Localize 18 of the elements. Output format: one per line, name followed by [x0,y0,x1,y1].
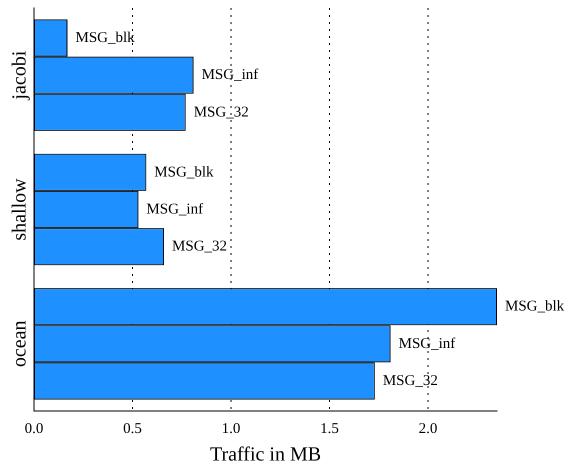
text: MSG_inf [398,336,456,352]
x-axis-title: Traffic in MB [210,443,322,466]
text: MSG_32 [382,372,438,389]
text: MSG_32 [172,238,228,255]
x-tick-label: 0.0 [24,420,44,437]
series-label: MSG_inf [202,67,258,84]
text: MSG_blk [154,164,214,180]
x-tick-label: 1.0 [222,420,240,437]
x-tick-label: 1.5 [320,420,339,437]
y-tick-label: shallow [8,178,30,241]
x-tick-label: 0.5 [123,420,142,437]
text: MSG_blk [505,298,564,315]
series-label: MSG_32 [194,104,249,120]
x-tick-label: 2.0 [418,420,438,437]
text: MSG_inf [146,201,204,218]
y-tick-label: jacobi [8,50,30,101]
y-tick-label: ocean [8,320,30,368]
series-label: MSG_blk [75,30,136,46]
